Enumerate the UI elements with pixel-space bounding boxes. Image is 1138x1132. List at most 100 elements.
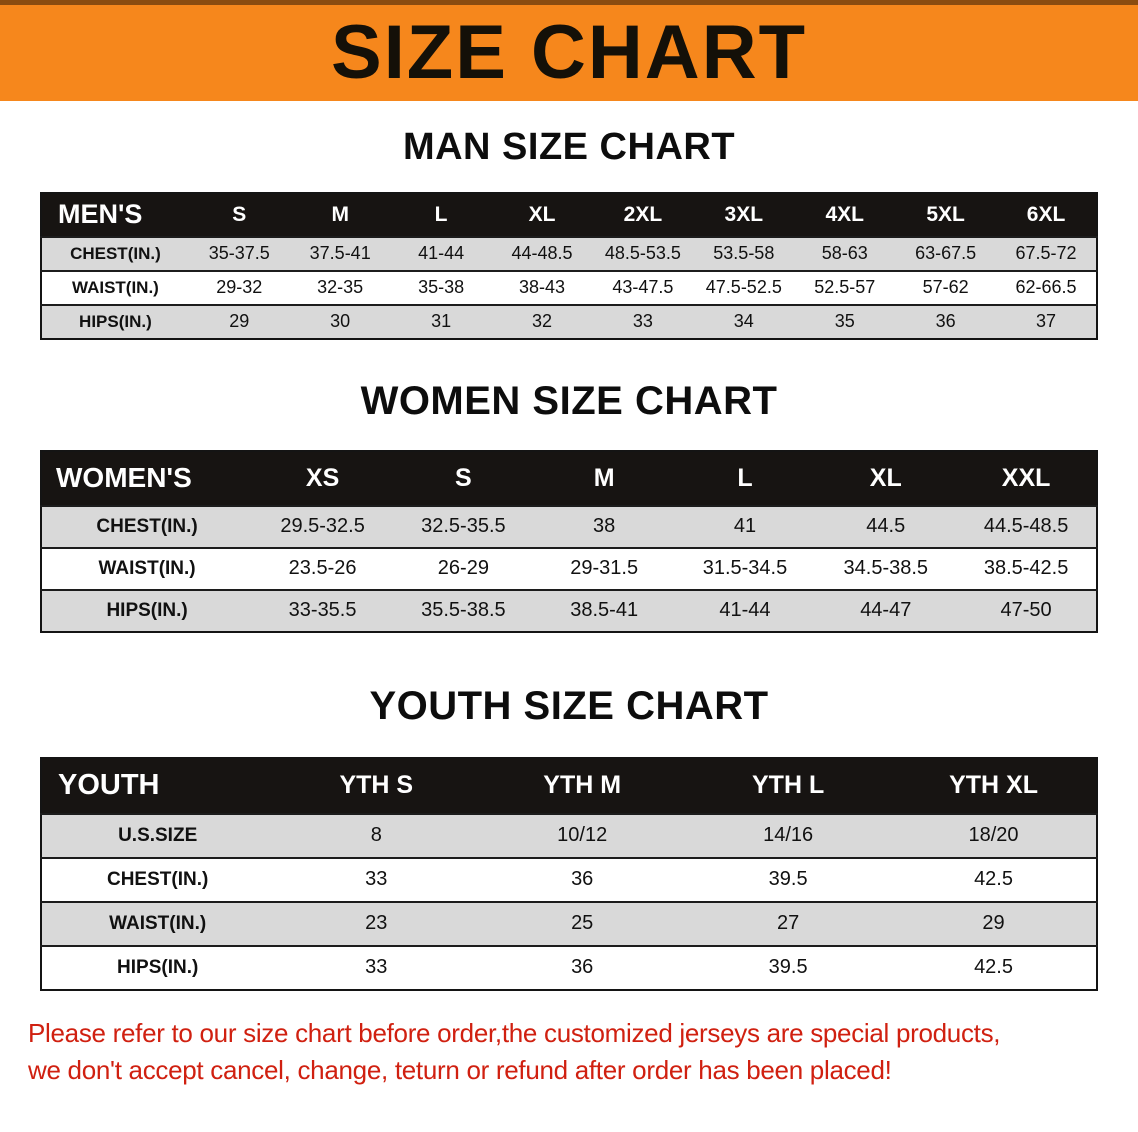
size-value-cell: 33-35.5 xyxy=(288,599,357,622)
size-column-header: YTH M xyxy=(543,771,622,800)
size-value-cell: 36 xyxy=(571,868,594,891)
measurement-label: CHEST(IN.) xyxy=(106,868,209,890)
measurement-label: WAIST(IN.) xyxy=(109,912,207,934)
size-column-header: M xyxy=(331,202,349,226)
size-column-header: 5XL xyxy=(926,202,965,226)
size-value-cell: 23 xyxy=(365,912,388,935)
size-value-cell: 8 xyxy=(370,824,382,847)
size-value-cell: 33 xyxy=(365,868,388,891)
size-value-cell: 44-47 xyxy=(860,599,912,622)
size-value-cell: 34.5-38.5 xyxy=(843,557,929,580)
size-value-cell: 35-38 xyxy=(418,277,465,298)
size-value-cell: 29 xyxy=(229,311,250,332)
size-value-cell: 36 xyxy=(935,311,956,332)
measurement-label: HIPS(IN.) xyxy=(117,956,199,978)
table-row: HIPS(IN.) 29 30 31 32 33 34 35 36 37 xyxy=(41,304,1097,339)
size-column-header: YTH XL xyxy=(949,771,1038,800)
size-column-header: XS xyxy=(305,463,340,492)
size-column-header: 6XL xyxy=(1026,202,1066,226)
size-value-cell: 44-48.5 xyxy=(511,243,573,264)
table-title-cell: MEN'S xyxy=(58,199,143,230)
page-title: SIZE CHART xyxy=(331,10,807,95)
size-value-cell: 41 xyxy=(733,515,757,538)
size-column-header: L xyxy=(737,463,753,492)
size-value-cell: 38-43 xyxy=(518,277,566,298)
size-value-cell: 47-50 xyxy=(1000,599,1052,622)
women-table-wrap: WOMEN'S XS S M L XL XXL CHEST(IN.) 29.5-32.5 32.5… xyxy=(40,449,1098,633)
table-title-cell: WOMEN'S xyxy=(56,462,192,494)
size-value-cell: 38 xyxy=(593,515,616,538)
table-row: CHEST(IN.) 33 36 39.5 42.5 xyxy=(41,857,1097,902)
table-row: WAIST(IN.) 23.5-26 26-29 29-31.5 31.5-34.5 34… xyxy=(41,547,1097,590)
size-column-header: M xyxy=(593,463,615,492)
size-value-cell: 35.5-38.5 xyxy=(421,599,506,622)
size-column-header: 4XL xyxy=(825,202,864,226)
size-value-cell: 53.5-58 xyxy=(713,243,775,264)
size-value-cell: 26-29 xyxy=(437,557,489,580)
measurement-label: CHEST(IN.) xyxy=(96,515,198,537)
table-header-row: WOMEN'S XS S M L XL XXL xyxy=(41,450,1097,506)
size-value-cell: 44.5-48.5 xyxy=(983,515,1069,538)
table-header-row: YOUTH YTH S YTH M YTH L YTH XL xyxy=(41,757,1097,814)
size-value-cell: 35-37.5 xyxy=(208,243,270,264)
size-value-cell: 42.5 xyxy=(974,868,1013,891)
size-value-cell: 41-44 xyxy=(719,599,771,622)
youth-section: YOUTH SIZE CHART YOUTH YTH S YTH M YTH L YTH… xyxy=(0,685,1138,991)
youth-size-table: YOUTH YTH S YTH M YTH L YTH XL U.S.SIZE 8 10/12… xyxy=(40,756,1098,991)
size-value-cell: 48.5-53.5 xyxy=(604,243,681,264)
size-value-cell: 29.5-32.5 xyxy=(280,515,365,538)
table-row: CHEST(IN.) 35-37.5 37.5-41 41-44 44-48.5 48.5… xyxy=(41,236,1097,271)
size-chart-banner: SIZE CHART xyxy=(0,0,1138,101)
size-value-cell: 62-66.5 xyxy=(1015,277,1077,298)
size-value-cell: 30 xyxy=(330,311,351,332)
size-value-cell: 10/12 xyxy=(557,824,608,847)
table-row: HIPS(IN.) 33-35.5 35.5-38.5 38.5-41 41-44 44-… xyxy=(41,589,1097,632)
size-column-header: L xyxy=(434,202,448,226)
size-value-cell: 57-62 xyxy=(922,277,969,298)
size-value-cell: 42.5 xyxy=(974,956,1013,979)
table-header-row: MEN'S S M L XL 2XL 3XL 4XL 5XL 6XL xyxy=(41,192,1097,237)
table-title-cell: YOUTH xyxy=(58,769,160,802)
table-row: WAIST(IN.) 29-32 32-35 35-38 38-43 43-47.5 47.… xyxy=(41,270,1097,305)
size-value-cell: 18/20 xyxy=(968,824,1019,847)
size-value-cell: 14/16 xyxy=(763,824,814,847)
size-value-cell: 34 xyxy=(733,311,754,332)
size-column-header: YTH S xyxy=(339,771,414,800)
size-column-header: XXL xyxy=(1001,463,1051,492)
size-value-cell: 35 xyxy=(834,311,855,332)
disclaimer-line-2: we don't accept cancel, change, teturn o… xyxy=(28,1054,892,1085)
size-column-header: XL xyxy=(869,463,902,492)
table-row: WAIST(IN.) 23 25 27 29 xyxy=(41,901,1097,946)
women-section-heading: WOMEN SIZE CHART xyxy=(360,378,778,423)
size-column-header: YTH L xyxy=(752,771,825,800)
size-column-header: 2XL xyxy=(623,202,663,226)
size-value-cell: 23.5-26 xyxy=(288,557,357,580)
size-value-cell: 29-31.5 xyxy=(570,557,639,580)
size-value-cell: 36 xyxy=(571,956,594,979)
table-row: CHEST(IN.) 29.5-32.5 32.5-35.5 38 41 44.5 44.5… xyxy=(41,505,1097,548)
disclaimer: Please refer to our size chart before or… xyxy=(28,1015,1120,1089)
measurement-label: U.S.SIZE xyxy=(118,824,198,846)
table-row: HIPS(IN.) 33 36 39.5 42.5 xyxy=(41,945,1097,990)
size-value-cell: 31.5-34.5 xyxy=(702,557,788,580)
size-value-cell: 32.5-35.5 xyxy=(421,515,506,538)
measurement-label: WAIST(IN.) xyxy=(98,557,196,579)
table-row: U.S.SIZE 8 10/12 14/16 18/20 xyxy=(41,813,1097,858)
men-table-wrap: MEN'S S M L XL 2XL 3XL 4XL 5XL 6XL CHEST(IN.) 35-37… xyxy=(40,191,1098,340)
men-section: MAN SIZE CHART MEN'S S M L XL 2XL 3XL 4XL 5XL 6XL… xyxy=(0,126,1138,340)
disclaimer-line-1: Please refer to our size chart before or… xyxy=(28,1017,1001,1048)
size-value-cell: 47.5-52.5 xyxy=(705,277,782,298)
size-value-cell: 39.5 xyxy=(768,868,808,891)
size-value-cell: 33 xyxy=(365,956,388,979)
size-column-header: XL xyxy=(528,202,556,226)
size-column-header: S xyxy=(232,202,247,226)
size-value-cell: 33 xyxy=(632,311,653,332)
measurement-label: HIPS(IN.) xyxy=(106,599,188,621)
size-value-cell: 31 xyxy=(431,311,452,332)
size-value-cell: 44.5 xyxy=(866,515,906,538)
size-value-cell: 43-47.5 xyxy=(612,277,674,298)
youth-table-wrap: YOUTH YTH S YTH M YTH L YTH XL U.S.SIZE 8 10/12… xyxy=(40,756,1098,991)
size-value-cell: 29 xyxy=(982,912,1005,935)
size-value-cell: 32-35 xyxy=(317,277,364,298)
men-section-heading: MAN SIZE CHART xyxy=(402,126,736,168)
